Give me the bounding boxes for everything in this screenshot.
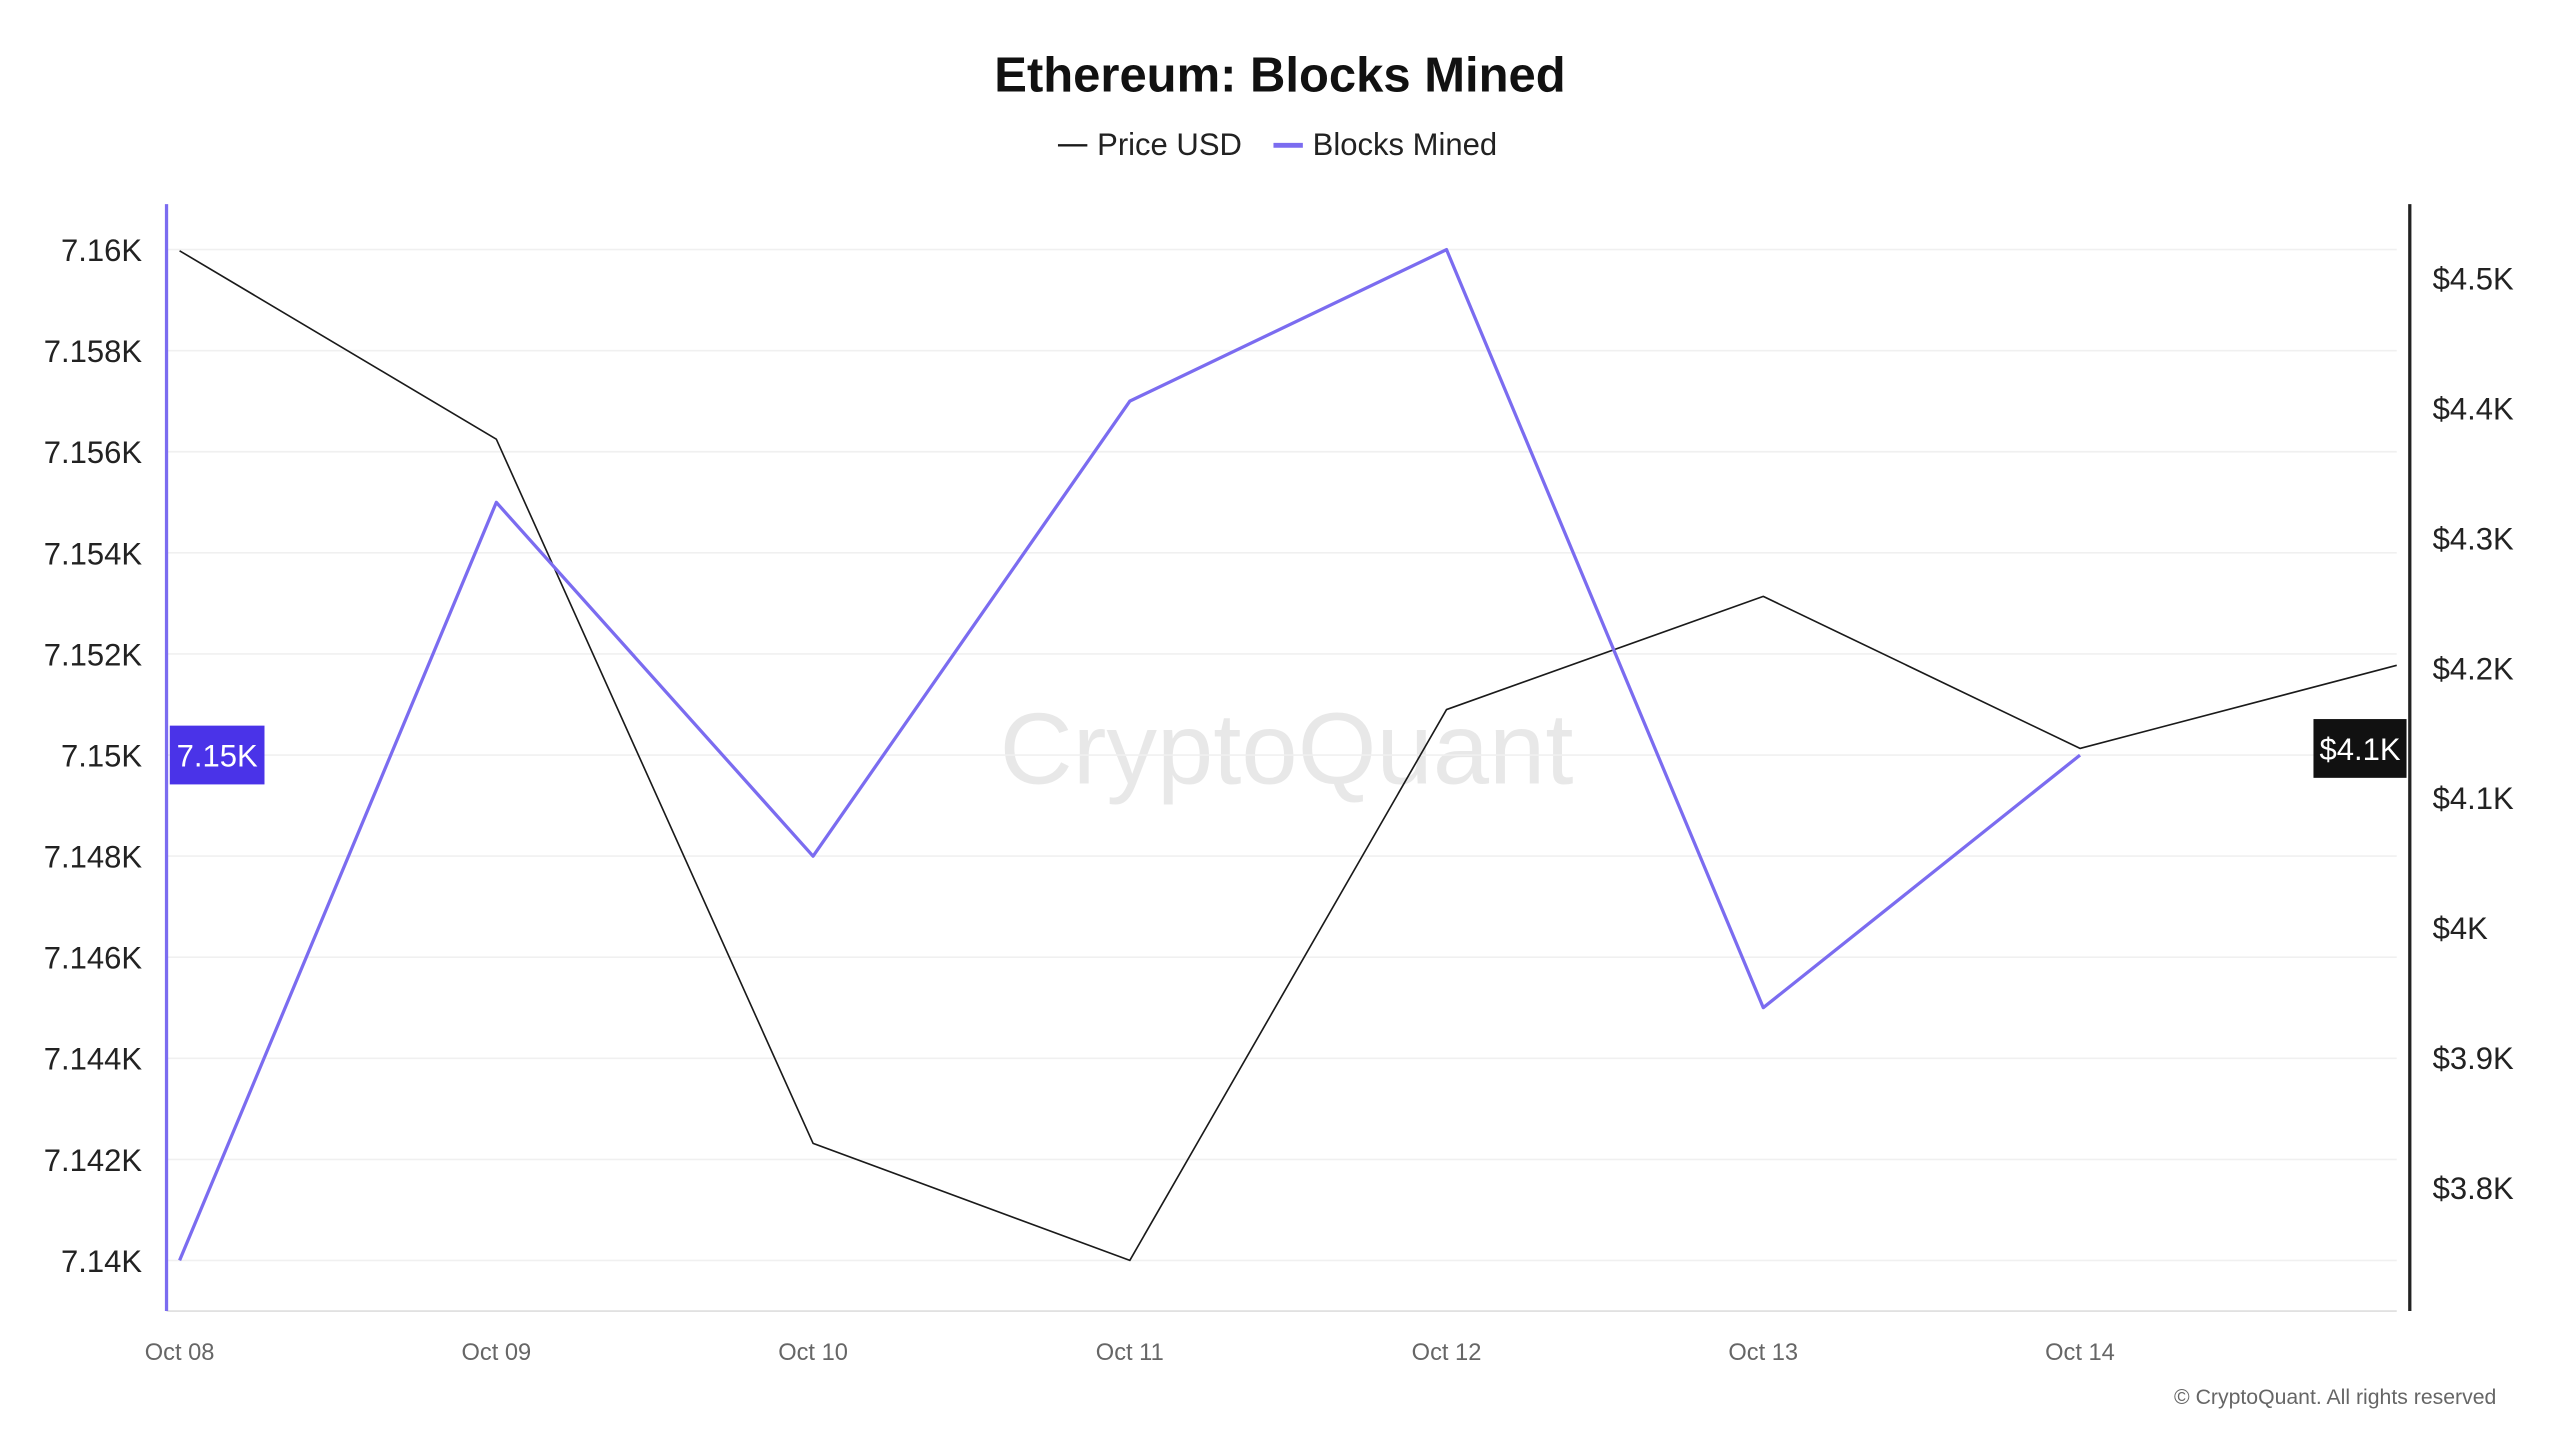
left-axis-tick: 7.142K [44,1143,143,1178]
left-axis-tick: 7.14K [61,1244,142,1279]
left-axis-tick: 7.148K [44,840,143,875]
left-axis-tick: 7.16K [61,233,142,268]
right-axis-tick: $4.2K [2433,651,2514,686]
left-axis-highlight-badge [169,725,265,785]
x-axis-tick: Oct 09 [461,1340,531,1366]
left-axis-tick: 7.144K [44,1042,143,1077]
x-axis-tick: Oct 14 [2045,1340,2115,1366]
x-axis-tick: Oct 08 [145,1340,215,1366]
right-axis-tick: $4.4K [2433,391,2514,426]
right-axis-tick: $4.3K [2433,521,2514,556]
left-axis-tick: 7.156K [44,435,143,470]
watermark: CryptoQuant [1000,693,1574,806]
right-axis-highlight-badge [2313,719,2407,778]
x-axis-tick: Oct 12 [1412,1340,1482,1366]
left-axis-tick: 7.154K [44,536,143,571]
right-axis-tick: $4.1K [2433,781,2514,816]
right-axis-tick: $3.9K [2433,1041,2514,1076]
legend[interactable]: Price USD Blocks Mined [1057,127,1497,162]
x-axis-tick: Oct 10 [778,1340,848,1366]
chart-title: Ethereum: Blocks Mined [994,48,1565,102]
copyright: © CryptoQuant. All rights reserved [2174,1386,2496,1409]
right-axis-tick: $3.8K [2433,1171,2514,1206]
x-axis-tick: Oct 11 [1096,1340,1164,1366]
left-axis-tick: 7.15K [61,738,142,773]
blocks-mined-line [178,247,2082,1262]
left-axis-tick: 7.158K [44,334,143,369]
legend-price-label[interactable]: Price USD [1097,127,1242,162]
left-axis-tick: 7.146K [44,941,143,976]
left-axis-tick: 7.152K [44,637,143,672]
left-axis-highlight-label: 7.15K [177,738,258,773]
x-axis-tick: Oct 13 [1728,1340,1798,1366]
legend-blocks-label[interactable]: Blocks Mined [1313,127,1497,162]
right-axis-highlight-label: $4.1K [2319,732,2400,767]
price-usd-line [179,250,2397,1262]
right-axis-tick: $4.5K [2433,262,2514,297]
right-axis-tick: $4K [2433,911,2488,946]
